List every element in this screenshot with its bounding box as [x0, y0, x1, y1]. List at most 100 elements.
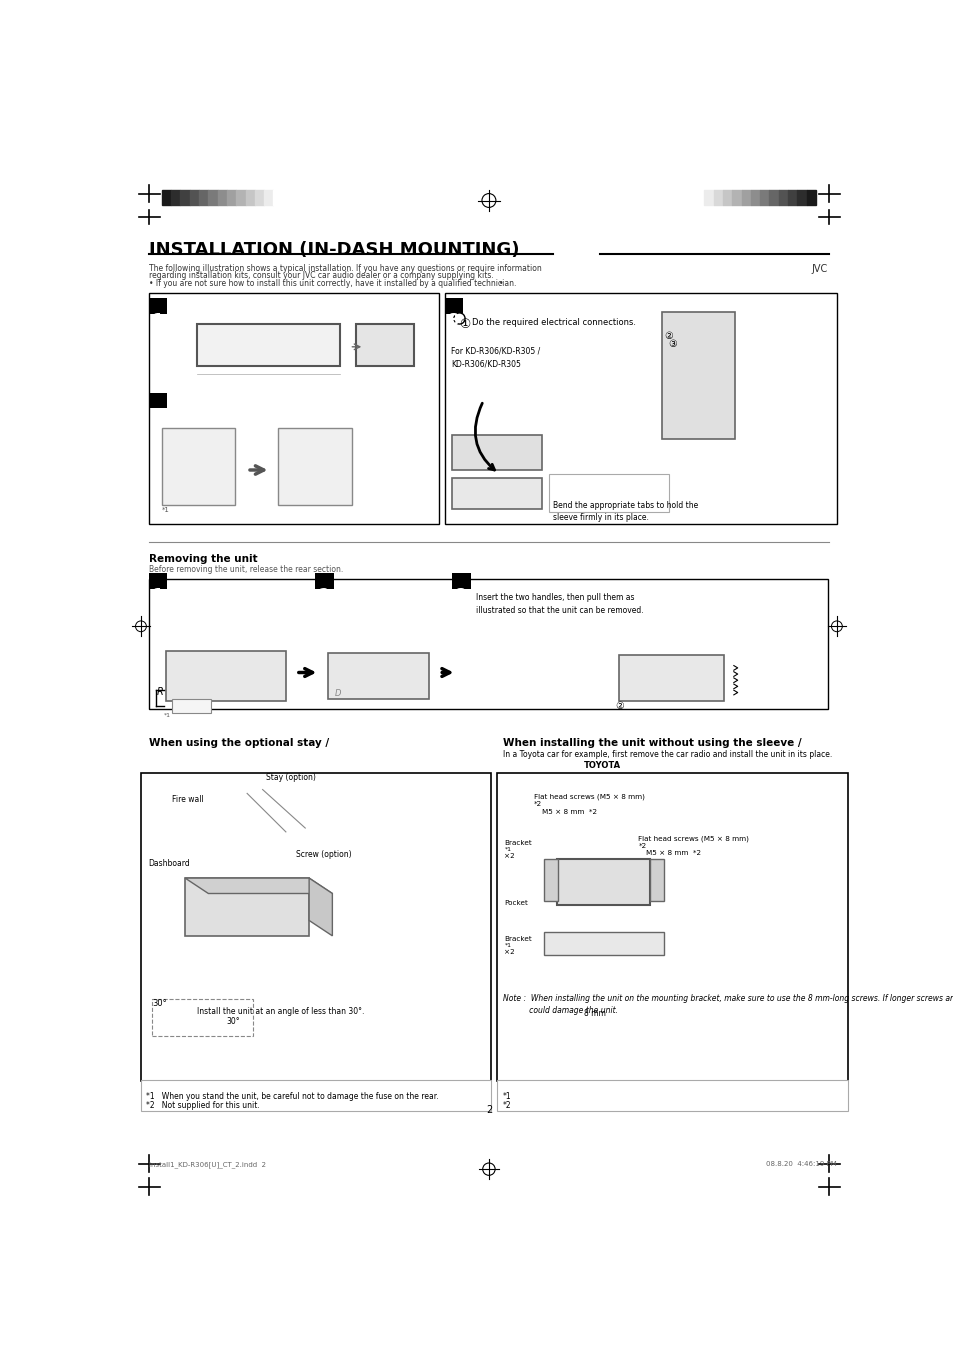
Text: Install the unit at an angle of less than 30°.: Install the unit at an angle of less tha…	[196, 1007, 364, 1017]
Bar	[740, 190, 750, 205]
Text: 2: 2	[485, 1106, 492, 1115]
Bar	[452, 574, 471, 589]
Bar	[180, 190, 190, 205]
Text: ②: ②	[663, 331, 672, 342]
Bar	[141, 1080, 491, 1111]
Text: ①: ①	[458, 319, 470, 331]
Text: 2: 2	[319, 587, 330, 603]
Bar	[190, 190, 199, 205]
Bar	[355, 324, 414, 366]
Bar	[278, 428, 352, 505]
Text: 2: 2	[152, 408, 163, 423]
Text: 30°: 30°	[152, 999, 167, 1008]
Bar	[328, 653, 429, 699]
Bar	[162, 428, 235, 505]
Bar	[452, 478, 541, 509]
Text: Bend the appropriate tabs to hold the
sleeve firmly in its place.: Bend the appropriate tabs to hold the sl…	[553, 501, 698, 522]
Text: *2: *2	[502, 1100, 511, 1110]
Text: *1: *1	[504, 846, 511, 852]
Text: TOYOTA: TOYOTA	[583, 761, 620, 770]
Bar	[162, 190, 171, 205]
Text: 1: 1	[152, 313, 163, 328]
Text: 1: 1	[152, 587, 163, 603]
Text: *1: *1	[504, 942, 511, 948]
Bar	[141, 772, 491, 1080]
Text: JVC: JVC	[810, 263, 826, 274]
Text: 3: 3	[448, 313, 459, 328]
Text: Screw (option): Screw (option)	[295, 849, 352, 859]
Bar	[217, 190, 227, 205]
Bar	[797, 190, 806, 205]
Polygon shape	[309, 878, 332, 936]
Text: •: •	[498, 279, 503, 288]
Bar	[236, 190, 245, 205]
Bar	[722, 190, 732, 205]
Text: ×2: ×2	[504, 949, 515, 954]
Text: Bracket: Bracket	[504, 936, 532, 942]
Bar	[264, 190, 274, 205]
Bar	[713, 190, 722, 205]
Text: Fire wall: Fire wall	[172, 795, 204, 805]
Text: Dashboard: Dashboard	[149, 859, 191, 868]
Text: D: D	[335, 690, 341, 698]
Bar	[806, 190, 815, 205]
Bar	[444, 293, 836, 524]
Text: Stay (option): Stay (option)	[266, 772, 316, 782]
Bar	[750, 190, 760, 205]
Bar	[315, 574, 334, 589]
Text: regarding installation kits, consult your JVC car audio dealer or a company supp: regarding installation kits, consult you…	[149, 271, 493, 281]
Text: Flat head screws (M5 × 8 mm): Flat head screws (M5 × 8 mm)	[534, 794, 644, 801]
Text: *2   Not supplied for this unit.: *2 Not supplied for this unit.	[146, 1100, 260, 1110]
Bar	[166, 651, 286, 701]
Text: 30°: 30°	[226, 1017, 239, 1026]
Text: Flat head screws (M5 × 8 mm): Flat head screws (M5 × 8 mm)	[638, 836, 749, 842]
Text: M5 × 8 mm  *2: M5 × 8 mm *2	[645, 850, 700, 856]
Text: ×2: ×2	[504, 853, 515, 859]
Polygon shape	[185, 878, 332, 894]
Text: Do the required electrical connections.: Do the required electrical connections.	[472, 317, 636, 327]
Bar	[149, 293, 439, 524]
Text: 08.8.20  4:46:19 PM: 08.8.20 4:46:19 PM	[765, 1161, 836, 1168]
Bar	[618, 655, 723, 701]
Bar	[227, 190, 236, 205]
Bar	[171, 190, 180, 205]
Bar	[661, 312, 735, 439]
Bar	[149, 298, 167, 313]
Text: *2: *2	[534, 801, 541, 807]
Bar	[778, 190, 787, 205]
Text: 8 mm: 8 mm	[583, 1008, 605, 1018]
Text: 3: 3	[456, 587, 467, 603]
Text: Note :  When installing the unit on the mounting bracket, make sure to use the 8: Note : When installing the unit on the m…	[502, 994, 953, 1015]
Bar	[149, 574, 167, 589]
Bar	[649, 859, 663, 902]
Text: Pocket: Pocket	[504, 899, 528, 906]
Text: *1   When you stand the unit, be careful not to damage the fuse on the rear.: *1 When you stand the unit, be careful n…	[146, 1092, 438, 1102]
Text: Insert the two handles, then pull them as
illustrated so that the unit can be re: Insert the two handles, then pull them a…	[476, 593, 642, 614]
Bar	[760, 190, 769, 205]
Bar	[557, 859, 649, 905]
Bar	[274, 190, 282, 205]
Bar	[543, 931, 663, 954]
Bar	[787, 190, 797, 205]
Bar	[732, 190, 740, 205]
Text: ③: ③	[667, 339, 676, 350]
Bar	[149, 579, 827, 709]
Bar	[497, 1080, 847, 1111]
Bar	[185, 878, 309, 936]
Text: Removing the unit: Removing the unit	[149, 554, 257, 564]
Text: Bracket: Bracket	[504, 840, 532, 845]
Text: *1: *1	[162, 508, 170, 513]
Bar	[172, 699, 211, 713]
Text: INSTALLATION (IN-DASH MOUNTING): INSTALLATION (IN-DASH MOUNTING)	[149, 242, 518, 259]
Text: Before removing the unit, release the rear section.: Before removing the unit, release the re…	[149, 564, 342, 574]
Bar	[695, 190, 703, 205]
Bar	[543, 859, 558, 902]
Bar	[152, 999, 253, 1035]
Text: *2: *2	[638, 844, 646, 849]
Text: • If you are not sure how to install this unit correctly, have it installed by a: • If you are not sure how to install thi…	[149, 279, 516, 288]
Bar	[452, 435, 541, 470]
Text: *1: *1	[164, 713, 171, 718]
Text: ②: ②	[615, 701, 623, 711]
Text: When using the optional stay /: When using the optional stay /	[149, 738, 329, 748]
Text: *1: *1	[502, 1092, 511, 1102]
